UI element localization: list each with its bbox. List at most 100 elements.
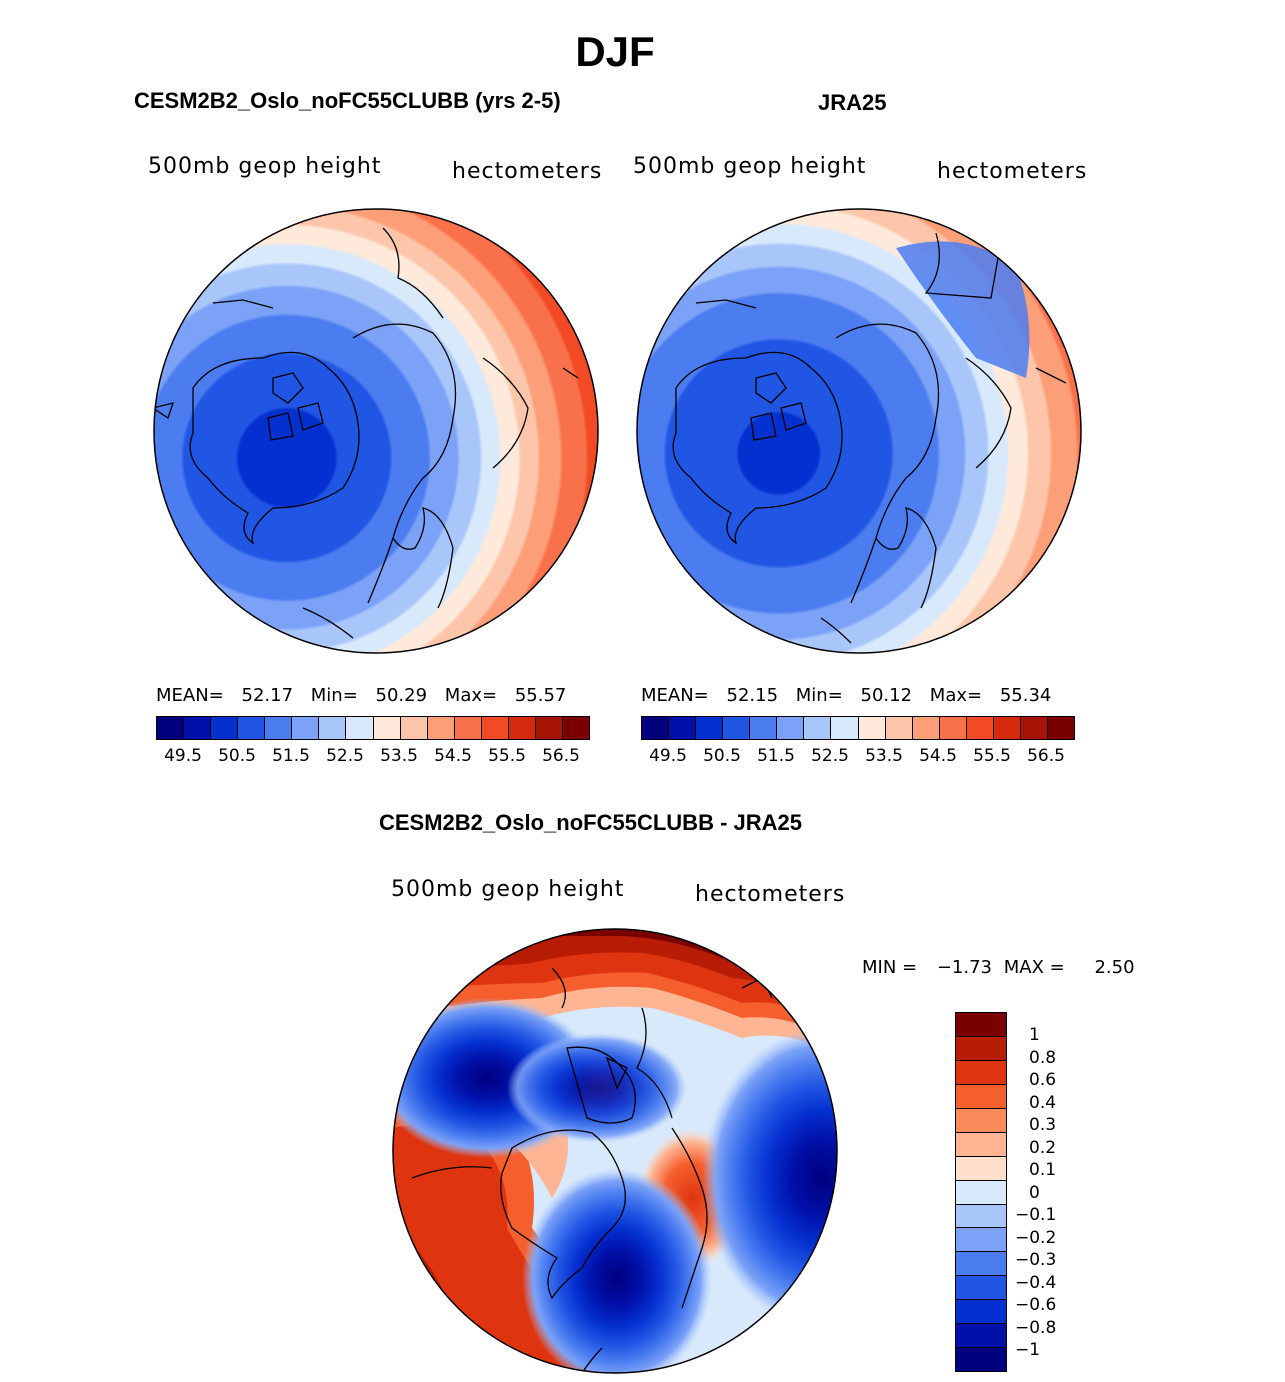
colorbar-swatch [238, 717, 266, 739]
colorbar-swatch [696, 717, 724, 739]
colorbar-swatch [956, 1132, 1006, 1157]
colorbar-swatch [966, 717, 994, 739]
colorbar-swatch [723, 717, 751, 739]
colorbar-swatch [265, 717, 293, 739]
colorbar-tick-label: 54.5 [434, 746, 472, 766]
colorbar-tick-label: 50.5 [703, 746, 741, 766]
colorbar-swatch [831, 717, 859, 739]
left-mean-label: MEAN= [156, 685, 224, 706]
colorbar-swatch [956, 1324, 1006, 1349]
colorbar-swatch [956, 1300, 1006, 1325]
right-units-label: hectometers [937, 159, 1088, 184]
colorbar-swatch [535, 717, 563, 739]
colorbar-swatch [1020, 717, 1048, 739]
colorbar-tick-label: 1 [1029, 1025, 1040, 1045]
left-field-label: 500mb geop height [148, 154, 382, 179]
left-max-value: 55.57 [514, 685, 567, 706]
colorbar-tick-label: 53.5 [380, 746, 418, 766]
colorbar-tick-label: −1 [1015, 1340, 1041, 1360]
diff-max-value: 2.50 [1094, 957, 1135, 978]
colorbar-swatch [373, 717, 401, 739]
colorbar-tick-label: −0.4 [1015, 1272, 1057, 1293]
left-max-label: Max= [444, 685, 498, 706]
right-polar-map [636, 208, 1082, 654]
colorbar-swatch [184, 717, 212, 739]
colorbar-tick-label: −0.8 [1015, 1317, 1057, 1338]
colorbar-swatch [956, 1156, 1006, 1181]
colorbar-tick-label: 54.5 [919, 746, 957, 766]
colorbar-swatch [912, 717, 940, 739]
right-min-label: Min= [795, 685, 843, 706]
colorbar-swatch [454, 717, 482, 739]
diff-units-label: hectometers [695, 882, 846, 907]
right-coastlines [672, 232, 1067, 644]
colorbar-swatch [858, 717, 886, 739]
colorbar-swatch [956, 1180, 1006, 1205]
colorbar-swatch [804, 717, 832, 739]
colorbar-tick-label: 0.8 [1029, 1047, 1057, 1068]
left-mean-value: 52.17 [241, 685, 294, 706]
colorbar-swatch [346, 717, 374, 739]
colorbar-tick-label: 0.6 [1029, 1070, 1057, 1090]
diff-case-title: CESM2B2_Oslo_noFC55CLUBB - JRA25 [379, 810, 802, 835]
colorbar-tick-label: 0.1 [1029, 1160, 1057, 1180]
colorbar-tick-label: 50.5 [218, 746, 256, 766]
left-case-title: CESM2B2_Oslo_noFC55CLUBB (yrs 2-5) [134, 88, 561, 113]
diff-max-label: MAX = [1003, 957, 1065, 978]
colorbar-tick-label: 0.3 [1029, 1115, 1057, 1135]
colorbar-swatch [956, 1108, 1006, 1133]
colorbar-tick-label: 49.5 [649, 746, 687, 766]
left-colorbar [156, 716, 590, 740]
left-stats: MEAN= 52.17 Min= 50.29 Max= 55.57 [156, 685, 566, 706]
right-max-value: 55.34 [999, 685, 1052, 706]
colorbar-swatch [427, 717, 455, 739]
right-min-value: 50.12 [860, 685, 913, 706]
colorbar-swatch [939, 717, 967, 739]
right-stats: MEAN= 52.15 Min= 50.12 Max= 55.34 [641, 685, 1051, 706]
colorbar-swatch [956, 1252, 1006, 1277]
colorbar-tick-label: 52.5 [326, 746, 364, 766]
colorbar-swatch [319, 717, 347, 739]
diff-polar-map [392, 928, 838, 1374]
colorbar-swatch [885, 717, 913, 739]
diff-colorbar [955, 1012, 1007, 1372]
diff-min-label: MIN = [862, 957, 918, 978]
colorbar-tick-label: 51.5 [757, 746, 795, 766]
colorbar-tick-label: 49.5 [164, 746, 202, 766]
colorbar-tick-label: 56.5 [542, 746, 580, 766]
colorbar-tick-label: 56.5 [1027, 746, 1065, 766]
colorbar-tick-label: −0.2 [1015, 1227, 1057, 1248]
colorbar-tick-label: 55.5 [488, 746, 526, 766]
right-max-label: Max= [929, 685, 983, 706]
colorbar-swatch [400, 717, 428, 739]
colorbar-swatch [669, 717, 697, 739]
colorbar-tick-label: 52.5 [811, 746, 849, 766]
colorbar-tick-label: 55.5 [973, 746, 1011, 766]
right-colorbar [641, 716, 1075, 740]
colorbar-tick-label: 0.4 [1029, 1092, 1057, 1113]
colorbar-swatch [481, 717, 509, 739]
right-case-title: JRA25 [818, 90, 887, 115]
left-min-value: 50.29 [375, 685, 428, 706]
diff-field-label: 500mb geop height [391, 877, 625, 902]
colorbar-tick-label: 51.5 [272, 746, 310, 766]
right-mean-value: 52.15 [726, 685, 779, 706]
left-min-label: Min= [310, 685, 358, 706]
colorbar-swatch [956, 1060, 1006, 1085]
colorbar-swatch [211, 717, 239, 739]
colorbar-swatch [642, 717, 670, 739]
colorbar-swatch [777, 717, 805, 739]
colorbar-swatch [292, 717, 320, 739]
diff-min-value: −1.73 [936, 957, 993, 978]
diff-stats: MIN = −1.73 MAX = 2.50 [862, 957, 1135, 978]
colorbar-tick-label: 0 [1029, 1182, 1040, 1203]
left-units-label: hectometers [452, 159, 603, 184]
right-field-label: 500mb geop height [633, 154, 867, 179]
colorbar-swatch [956, 1348, 1006, 1372]
colorbar-swatch [562, 717, 589, 739]
colorbar-swatch [956, 1276, 1006, 1301]
colorbar-swatch [956, 1013, 1006, 1037]
colorbar-swatch [956, 1204, 1006, 1229]
left-polar-map [153, 208, 599, 654]
colorbar-tick-label: −0.6 [1015, 1295, 1057, 1315]
